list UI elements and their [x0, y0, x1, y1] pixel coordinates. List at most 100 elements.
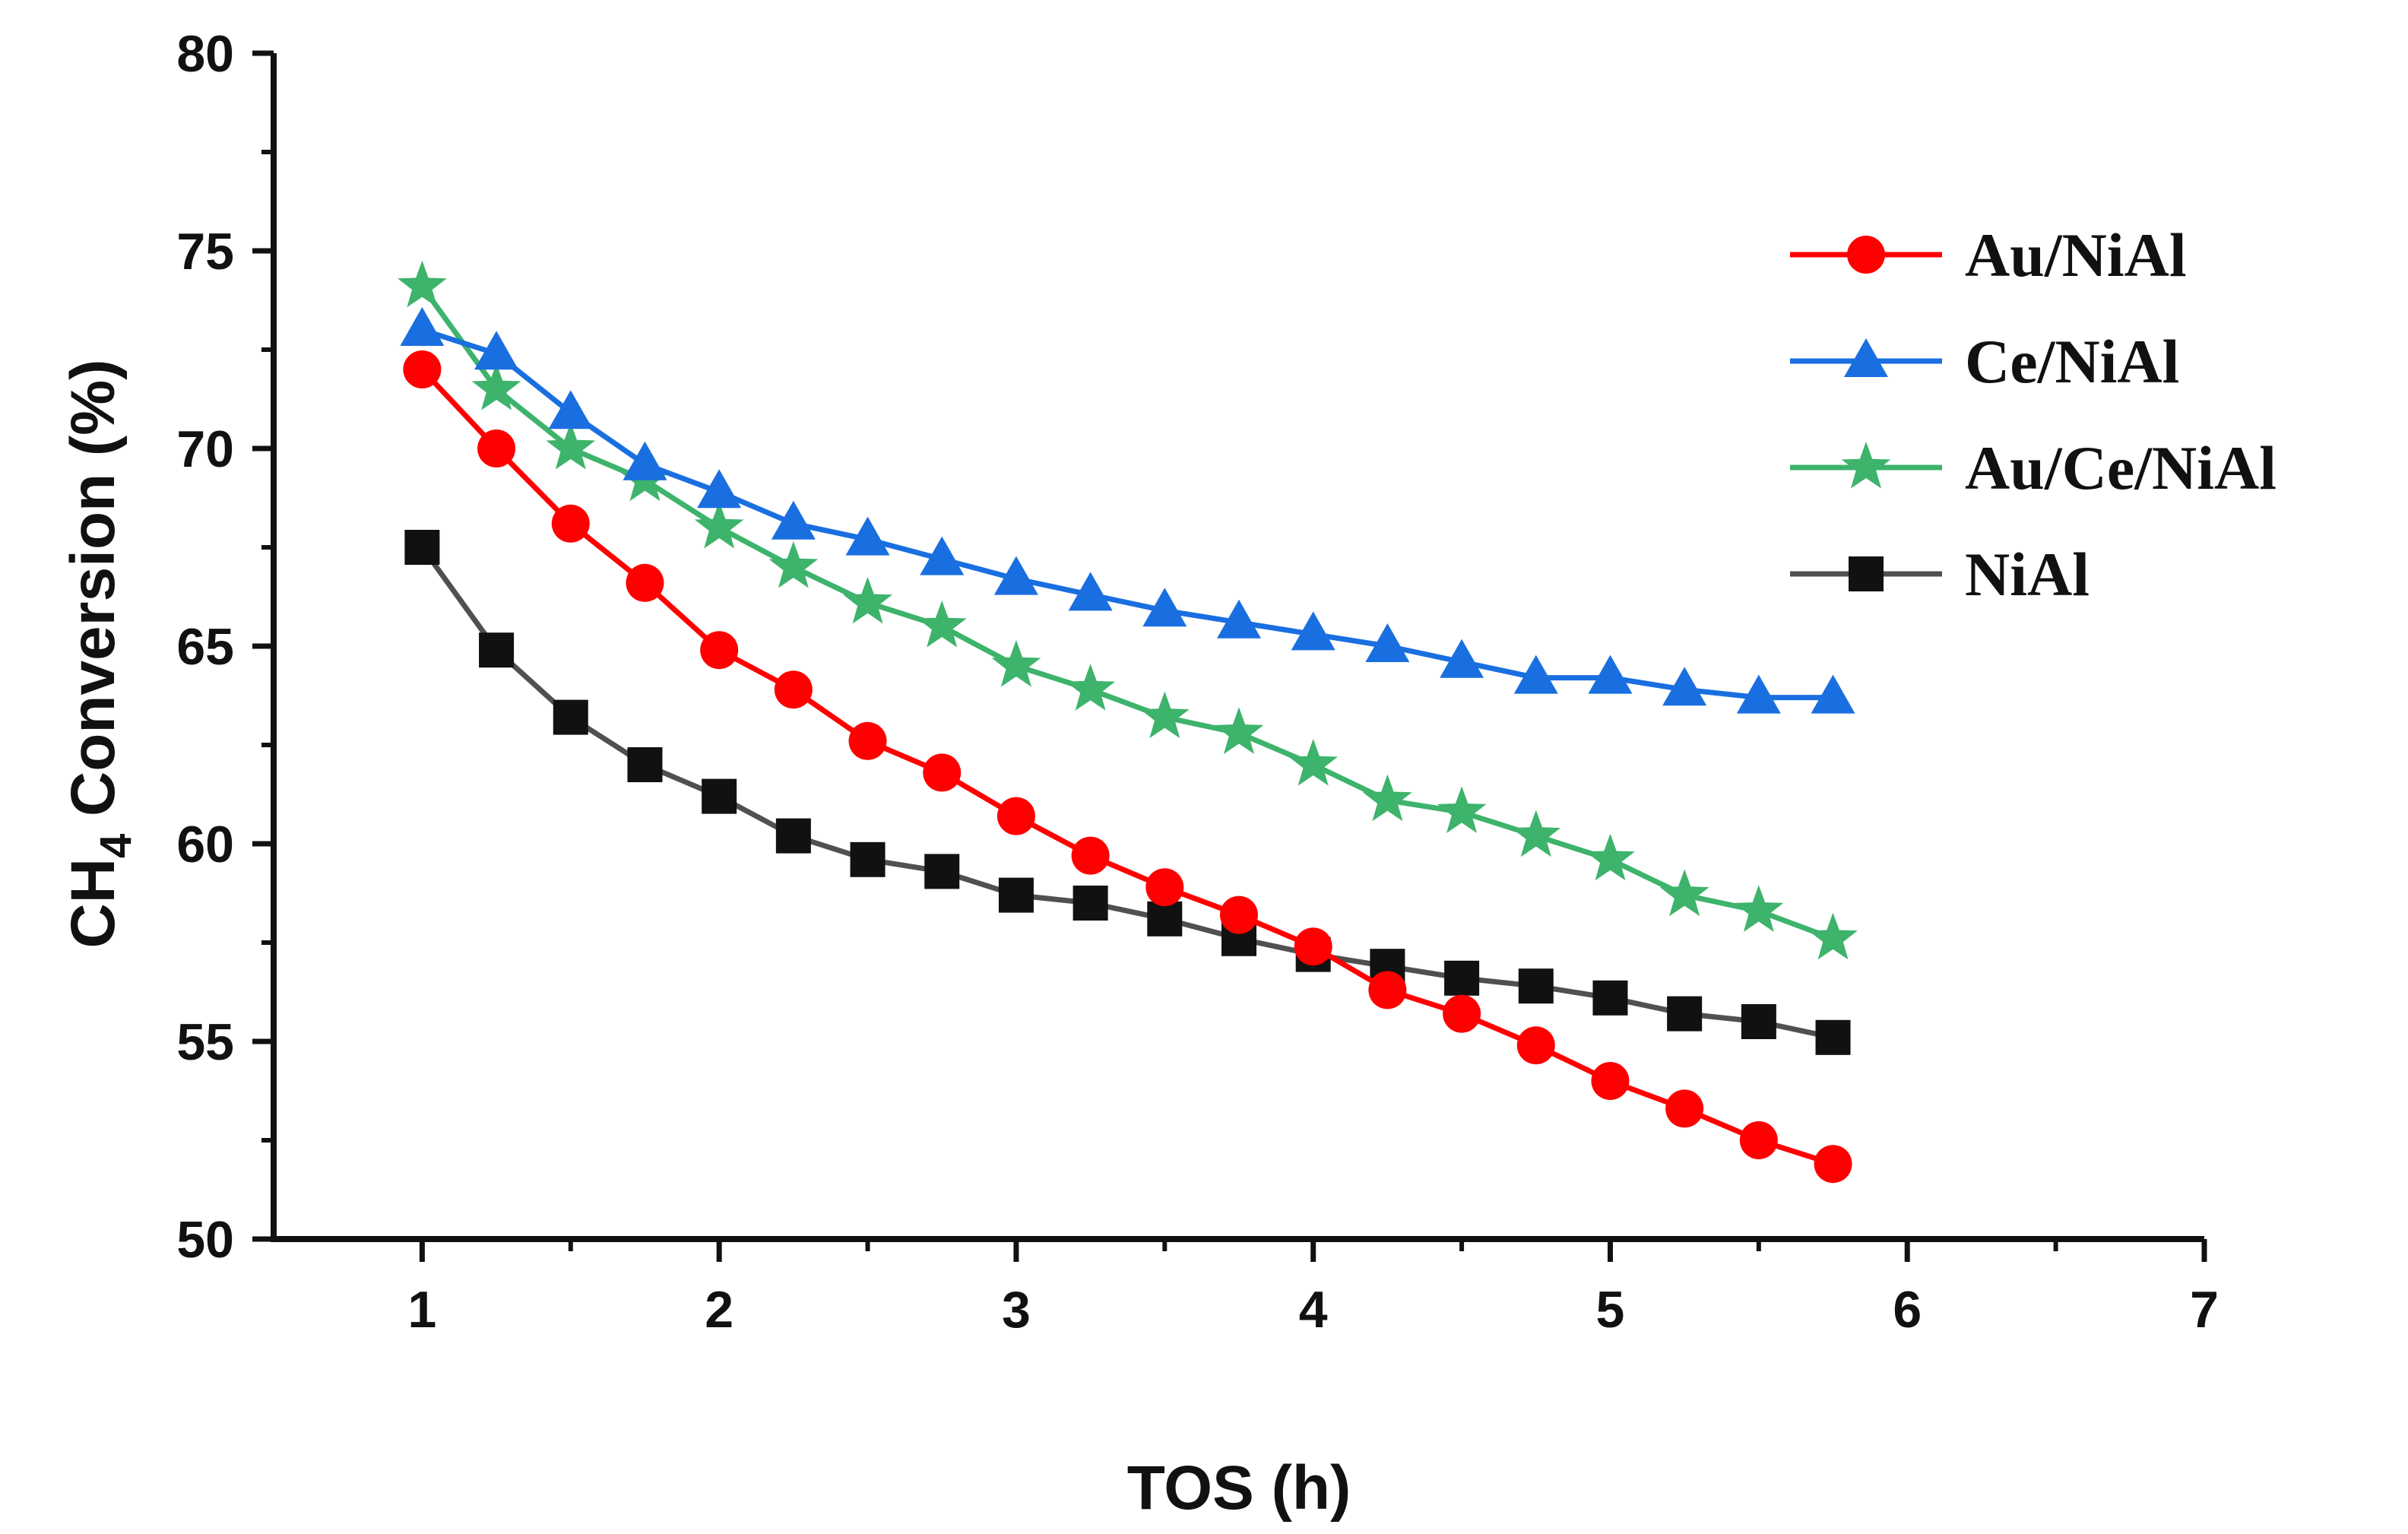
legend-marker: [1841, 442, 1891, 489]
data-point-nial: [1667, 996, 1703, 1032]
data-point-au-ce-nial: [398, 260, 447, 308]
data-point-au-ce-nial: [1288, 739, 1338, 786]
y-tick-label: 80: [176, 25, 234, 83]
data-point-nial: [702, 778, 737, 814]
data-point-nial: [1741, 1004, 1776, 1039]
data-point-ce-nial: [1588, 654, 1633, 694]
data-point-au-ce-nial: [1659, 869, 1709, 917]
data-point-ce-nial: [623, 441, 667, 480]
y-tick-label: 55: [176, 1013, 234, 1071]
data-point-nial: [479, 632, 515, 668]
series-line-nial: [420, 545, 1834, 1041]
series-nial: [404, 530, 1851, 1055]
data-point-au-ce-nial: [1586, 833, 1635, 881]
legend-item-nial: NiAl: [1790, 540, 2090, 609]
series-ce-nial: [400, 307, 1855, 714]
data-point-au-nial: [1591, 1062, 1630, 1100]
data-point-au-ce-nial: [1511, 810, 1561, 857]
data-point-ce-nial: [1365, 623, 1410, 662]
y-axis-title-suffix: Conversion (%): [59, 360, 128, 834]
data-point-au-ce-nial: [991, 640, 1041, 687]
legend-marker: [1844, 338, 1888, 377]
series-au-nial: [403, 350, 1852, 1184]
data-point-au-nial: [923, 753, 962, 792]
data-point-ce-nial: [474, 331, 519, 370]
data-point-ce-nial: [1662, 667, 1707, 706]
series-layer: [398, 260, 1858, 1184]
data-point-au-ce-nial: [694, 502, 744, 549]
data-point-au-nial: [1145, 868, 1184, 907]
data-point-au-nial: [1443, 994, 1481, 1033]
data-point-au-nial: [1220, 895, 1258, 934]
y-axis-title: CH4 Conversion (%): [59, 360, 141, 949]
data-point-nial: [924, 854, 960, 889]
y-axis-title-prefix: CH: [59, 858, 128, 948]
legend-label: Au/Ce/NiAl: [1965, 433, 2277, 502]
data-point-nial: [1518, 968, 1554, 1004]
data-point-au-ce-nial: [843, 576, 892, 624]
data-point-nial: [850, 841, 886, 877]
legend: Au/NiAl Ce/NiAl Au/Ce/NiAl NiAl: [1790, 220, 2277, 609]
legend-item-au-nial: Au/NiAl: [1790, 220, 2187, 290]
x-axis-ticks: 1 2 3 4 5 6 7: [407, 1239, 2219, 1339]
x-tick-label: 7: [2190, 1281, 2219, 1339]
data-point-au-nial: [1294, 927, 1332, 966]
data-point-nial: [627, 747, 663, 782]
data-point-au-ce-nial: [1734, 885, 1784, 932]
data-point-nial: [553, 699, 588, 735]
y-tick-label: 60: [176, 816, 234, 873]
legend-item-ce-nial: Ce/NiAl: [1790, 327, 2179, 396]
data-point-au-ce-nial: [1808, 912, 1858, 960]
data-point-au-nial: [1516, 1026, 1555, 1065]
y-tick-label: 75: [176, 223, 234, 280]
x-tick-label: 1: [407, 1281, 436, 1339]
data-point-au-nial: [996, 797, 1035, 835]
data-point-au-nial: [1739, 1121, 1778, 1159]
data-point-au-nial: [403, 350, 442, 388]
x-tick-label: 5: [1596, 1281, 1625, 1339]
data-point-au-ce-nial: [471, 363, 521, 410]
data-point-au-nial: [774, 670, 813, 709]
data-point-ce-nial: [845, 516, 890, 556]
data-point-au-ce-nial: [1437, 786, 1487, 833]
y-tick-label: 65: [176, 618, 234, 676]
data-point-au-nial: [1665, 1089, 1704, 1128]
data-point-au-ce-nial: [1140, 691, 1190, 739]
data-point-nial: [404, 530, 440, 565]
data-point-au-ce-nial: [917, 601, 967, 648]
series-au-ce-nial: [398, 260, 1858, 960]
data-point-nial: [1444, 960, 1480, 996]
data-point-nial: [1592, 980, 1628, 1016]
data-point-ce-nial: [1142, 588, 1187, 627]
data-point-au-ce-nial: [1066, 664, 1115, 711]
data-point-ce-nial: [1217, 599, 1261, 639]
data-point-au-nial: [700, 631, 739, 670]
data-point-ce-nial: [400, 307, 445, 346]
data-point-au-nial: [477, 429, 516, 467]
data-point-nial: [1815, 1019, 1851, 1055]
data-point-au-nial: [1071, 836, 1110, 875]
data-point-au-ce-nial: [768, 541, 819, 588]
data-point-au-nial: [551, 504, 590, 543]
data-point-au-nial: [1814, 1145, 1852, 1184]
x-tick-label: 6: [1893, 1281, 1922, 1339]
data-point-ce-nial: [697, 469, 742, 509]
data-point-au-ce-nial: [1363, 774, 1412, 822]
data-point-nial: [1073, 886, 1108, 921]
legend-label: Ce/NiAl: [1965, 327, 2179, 396]
data-point-ce-nial: [548, 390, 593, 429]
legend-marker: [1847, 236, 1885, 274]
y-axis-title-subscript: 4: [91, 834, 141, 858]
x-tick-label: 4: [1299, 1281, 1328, 1339]
data-point-au-nial: [1368, 971, 1407, 1009]
data-point-ce-nial: [993, 556, 1038, 595]
series-line-au-ce-nial: [420, 284, 1834, 942]
series-line-ce-nial: [421, 327, 1833, 701]
data-point-nial: [1147, 901, 1183, 937]
axes: [271, 53, 2204, 1242]
legend-label: Au/NiAl: [1965, 220, 2187, 290]
data-point-ce-nial: [1068, 572, 1113, 611]
data-point-au-nial: [626, 563, 664, 602]
data-point-nial: [998, 877, 1034, 913]
